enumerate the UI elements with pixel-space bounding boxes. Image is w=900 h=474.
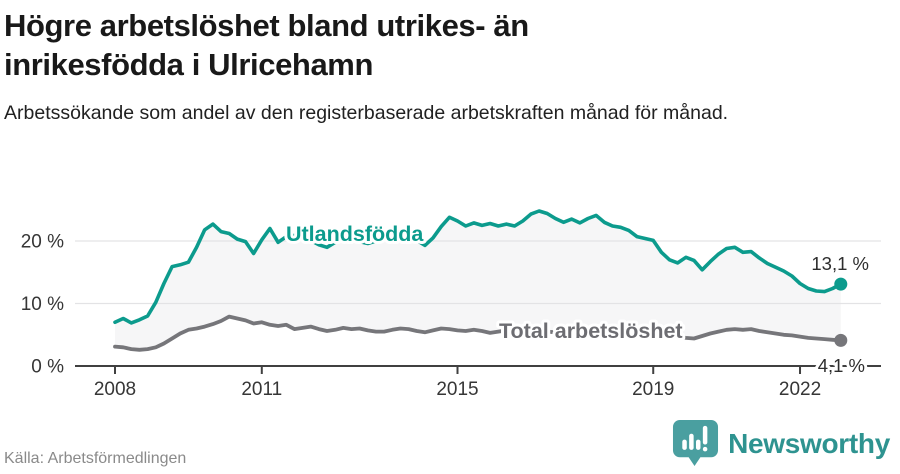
x-tick-label-2011: 2011 [241, 379, 282, 400]
unemployment-line-chart: 0 % 10 % 20 % 2008 2011 2015 2019 2022 Utlandsfö… [21, 209, 881, 400]
x-tick-label-2015: 2015 [436, 379, 478, 400]
total-end-dot [834, 333, 848, 347]
logo-exclamation-bar [702, 425, 708, 445]
logo-bar-2 [689, 433, 694, 450]
utlandsfodda-end-value-label: 13,1 % [811, 253, 869, 274]
chart-subtitle: Arbetssökande som andel av den registerb… [4, 102, 729, 124]
total-series-label: Total arbetslöshet [499, 319, 683, 343]
y-tick-label-20: 20 % [21, 232, 64, 253]
y-tick-label-0: 0 % [31, 357, 64, 378]
x-tick-label-2019: 2019 [632, 379, 674, 400]
page-title-line2: inrikesfödda i Ulricehamn [4, 47, 373, 83]
logo-exclamation-dot [702, 446, 708, 452]
newsworthy-bubble-icon [673, 420, 719, 467]
x-tick-label-2022: 2022 [779, 379, 821, 400]
utlandsfodda-series-label: Utlandsfödda [286, 222, 424, 246]
page-title: Högre arbetslöshet bland utrikes- än inri… [4, 6, 824, 84]
source-text: Källa: Arbetsförmedlingen [4, 450, 187, 467]
logo-bar-1 [682, 439, 687, 450]
utlandsfodda-end-dot [834, 277, 848, 291]
total-end-value-label: 4,1 % [818, 355, 865, 376]
y-tick-label-10: 10 % [21, 294, 64, 315]
utlandsfodda-line [113, 209, 843, 325]
page-title-line1: Högre arbetslöshet bland utrikes- än [4, 8, 529, 43]
logo-bubble-shape [673, 420, 719, 467]
total-arbetsloshet-line [113, 314, 843, 352]
logo-bar-3 [696, 439, 701, 450]
x-tick-label-2008: 2008 [94, 379, 136, 400]
newsworthy-logo: Newsworthy [672, 419, 890, 468]
between-series-band [115, 211, 841, 350]
brand-name: Newsworthy [728, 427, 890, 459]
